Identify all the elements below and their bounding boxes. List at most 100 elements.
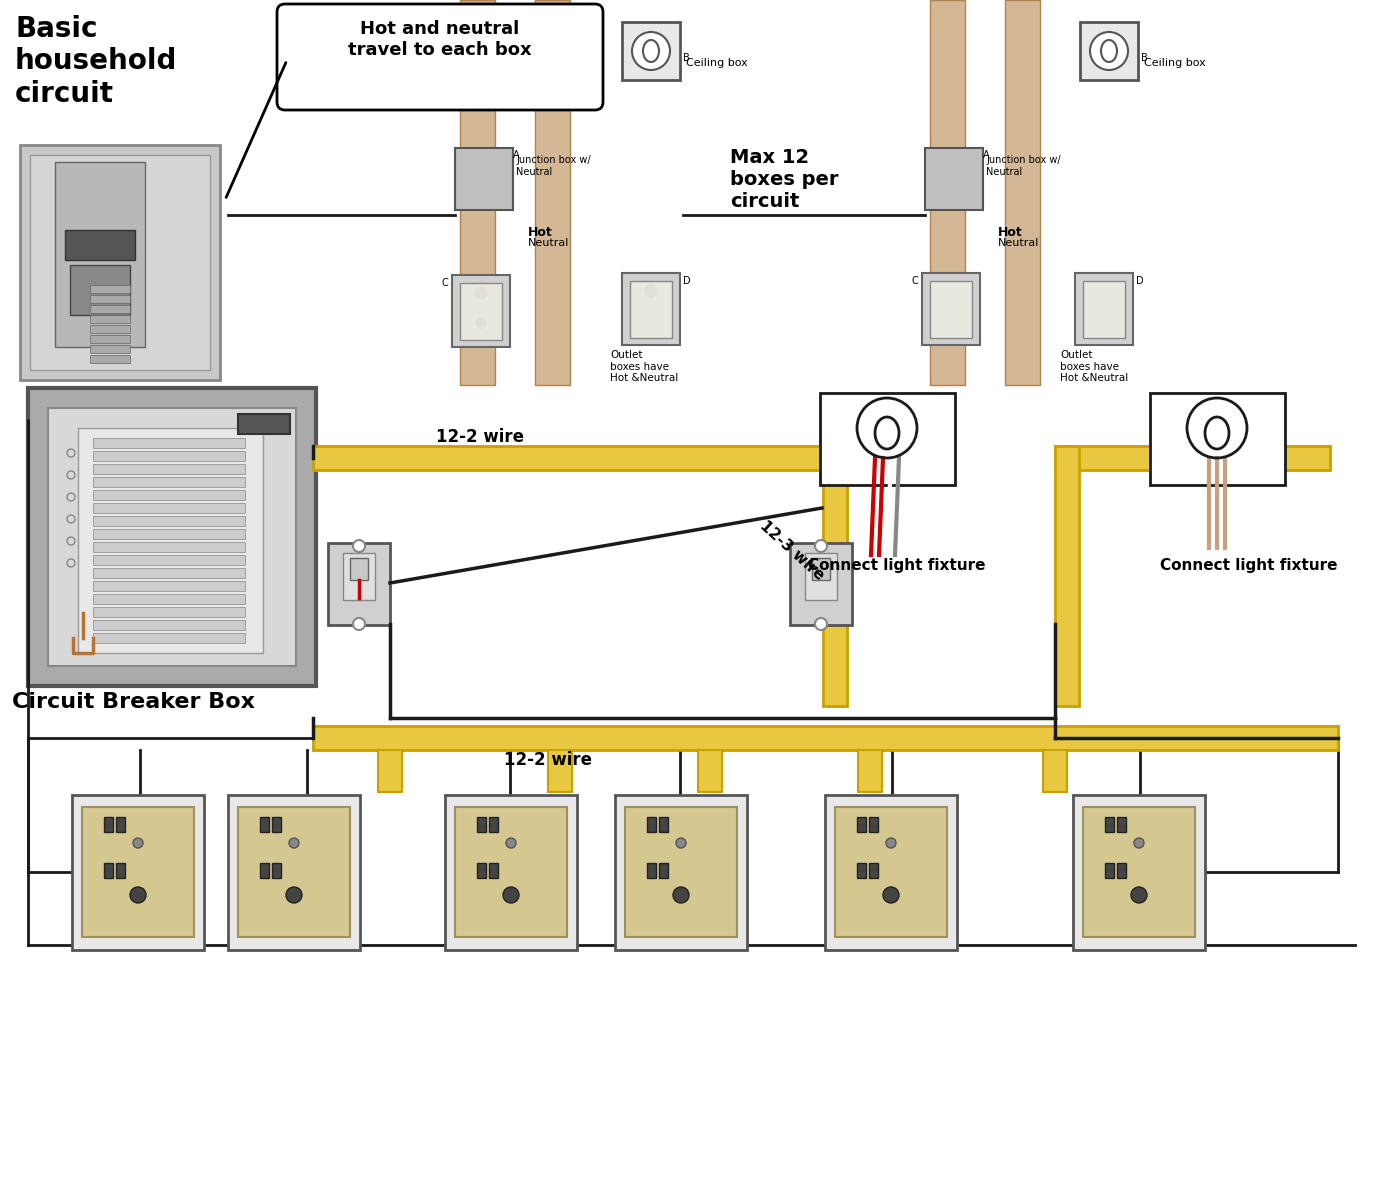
Bar	[1105, 817, 1114, 832]
Text: Circuit Breaker Box: Circuit Breaker Box	[13, 692, 255, 712]
Bar	[1043, 750, 1067, 792]
Bar	[489, 863, 498, 878]
Circle shape	[353, 618, 365, 630]
Bar	[92, 543, 245, 552]
Text: 12-2 wire: 12-2 wire	[504, 750, 592, 770]
Bar	[92, 516, 245, 526]
Bar	[622, 22, 680, 80]
Bar	[1117, 863, 1126, 878]
Text: 12-2 wire: 12-2 wire	[435, 428, 524, 446]
Bar	[260, 817, 269, 832]
Bar	[314, 446, 834, 470]
Circle shape	[475, 287, 487, 299]
Circle shape	[631, 32, 671, 71]
Bar	[647, 863, 657, 878]
Text: C: C	[442, 278, 449, 288]
Bar	[70, 265, 130, 315]
Bar	[923, 272, 980, 345]
Bar	[92, 477, 245, 488]
Bar	[272, 817, 281, 832]
Bar	[461, 0, 496, 385]
Text: 12-3 wire: 12-3 wire	[757, 517, 827, 583]
Bar	[83, 807, 195, 937]
Bar	[378, 750, 402, 792]
Text: Neutral: Neutral	[998, 238, 1039, 249]
Circle shape	[1091, 32, 1128, 71]
Circle shape	[353, 540, 365, 552]
Circle shape	[286, 887, 302, 903]
Bar	[659, 863, 668, 878]
Bar	[1005, 0, 1040, 385]
Text: C: C	[911, 276, 918, 286]
Bar	[805, 553, 837, 600]
Bar	[869, 863, 878, 878]
Bar	[647, 817, 657, 832]
Text: Outlet
boxes have
Hot &Neutral: Outlet boxes have Hot &Neutral	[610, 350, 678, 384]
Bar	[858, 750, 882, 792]
Bar	[1084, 807, 1196, 937]
Bar	[455, 148, 512, 210]
Text: B: B	[683, 53, 690, 63]
Bar	[92, 464, 245, 474]
Bar	[71, 795, 204, 950]
Bar	[104, 863, 113, 878]
Text: A: A	[512, 151, 519, 160]
Bar	[116, 863, 125, 878]
Text: Hot: Hot	[998, 226, 1023, 239]
Bar	[1079, 22, 1138, 80]
Bar	[1149, 393, 1285, 485]
Bar	[624, 807, 736, 937]
Bar	[699, 750, 722, 792]
Text: A: A	[983, 151, 990, 160]
Bar	[547, 750, 573, 792]
Bar	[869, 817, 878, 832]
Circle shape	[133, 838, 143, 848]
Bar	[92, 451, 245, 461]
Bar	[90, 284, 130, 293]
Text: Ceiling box: Ceiling box	[1144, 59, 1205, 68]
Text: Basic
household
circuit: Basic household circuit	[15, 16, 178, 108]
Bar	[314, 727, 1338, 750]
Bar	[477, 817, 486, 832]
Bar	[930, 0, 965, 385]
Circle shape	[1131, 887, 1147, 903]
Bar	[630, 281, 672, 338]
Circle shape	[883, 887, 899, 903]
Bar	[350, 558, 368, 580]
Bar	[20, 145, 220, 380]
Circle shape	[476, 318, 486, 327]
Bar	[857, 863, 867, 878]
Text: Hot and neutral
travel to each box: Hot and neutral travel to each box	[349, 20, 532, 59]
Bar	[92, 503, 245, 513]
Bar	[90, 355, 130, 363]
Bar	[1117, 817, 1126, 832]
Bar	[659, 817, 668, 832]
Bar	[343, 553, 375, 600]
Bar	[90, 295, 130, 304]
Bar	[48, 407, 295, 666]
Text: Junction box w/
Neutral: Junction box w/ Neutral	[986, 155, 1061, 177]
Bar	[92, 439, 245, 448]
Bar	[834, 807, 946, 937]
Bar	[622, 272, 680, 345]
Circle shape	[857, 398, 917, 458]
Bar	[489, 817, 498, 832]
Bar	[28, 388, 316, 686]
Circle shape	[645, 284, 657, 298]
Bar	[328, 543, 391, 625]
Text: D: D	[1135, 276, 1144, 286]
Bar	[90, 345, 130, 353]
Circle shape	[815, 540, 827, 552]
Text: Connect light fixture: Connect light fixture	[1161, 558, 1337, 572]
Bar	[455, 807, 567, 937]
Bar	[29, 155, 210, 370]
Bar	[1084, 281, 1126, 338]
Bar	[90, 315, 130, 323]
Circle shape	[886, 838, 896, 848]
Bar	[92, 554, 245, 565]
Bar	[930, 281, 972, 338]
Text: Connect light fixture: Connect light fixture	[808, 558, 986, 572]
Circle shape	[673, 887, 689, 903]
Bar	[820, 393, 955, 485]
Bar	[55, 163, 146, 347]
